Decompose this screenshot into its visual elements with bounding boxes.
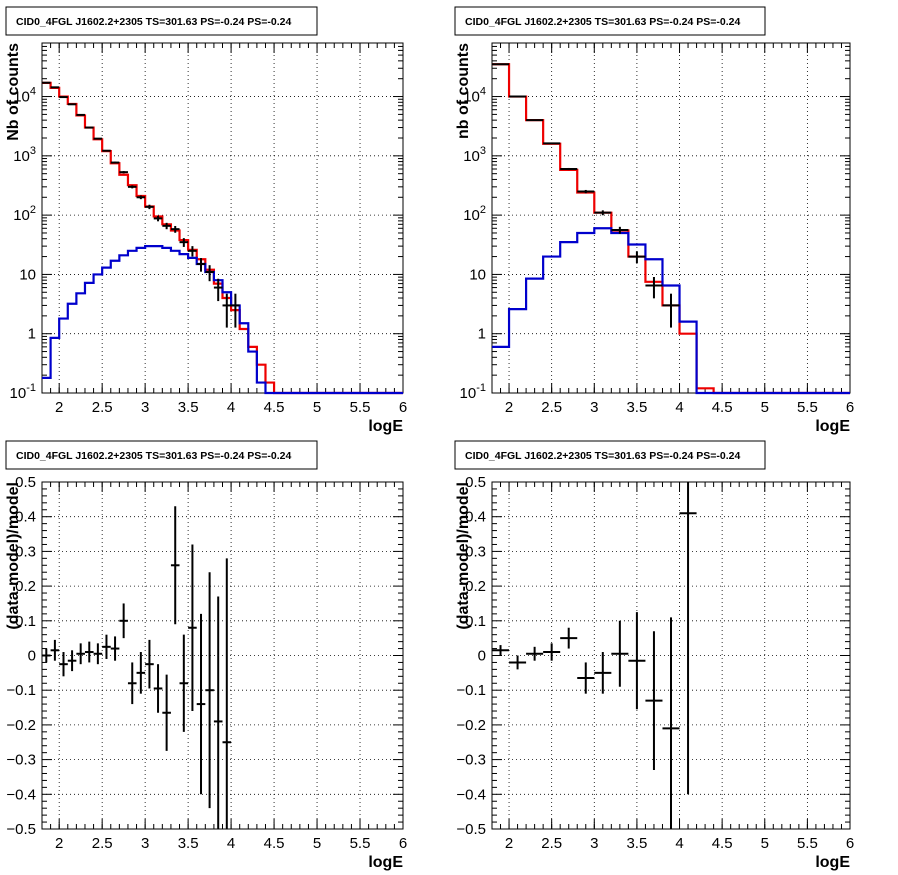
- plot-frame: [41, 42, 404, 394]
- x-axis-label: logE: [815, 418, 850, 435]
- y-tick-label: −0.3: [456, 752, 486, 769]
- y-tick-label: 102: [13, 204, 36, 224]
- chart-title: CID0_4FGL J1602.2+2305 TS=301.63 PS=-0.2…: [465, 16, 740, 28]
- y-tick-label: 10: [469, 266, 486, 283]
- x-tick-label: 4.5: [264, 399, 285, 416]
- x-tick-label: 2: [505, 399, 513, 416]
- x-tick-label: 3.5: [626, 399, 647, 416]
- y-tick-label: 104: [463, 86, 486, 106]
- y-axis-label: (data-model)/model: [455, 482, 472, 630]
- x-tick-label: 5.5: [797, 835, 818, 852]
- y-axis-label: (data-model)/model: [5, 482, 22, 630]
- y-tick-label: −0.5: [456, 821, 486, 838]
- x-tick-label: 5: [761, 399, 769, 416]
- y-tick-label: 0.4: [465, 509, 486, 526]
- title-box: [454, 6, 766, 36]
- x-tick-label: 5: [761, 835, 769, 852]
- x-tick-label: 6: [846, 835, 854, 852]
- histogram-series-2: [42, 245, 403, 395]
- x-tick-label: 4: [675, 835, 683, 852]
- y-tick-label: 1: [28, 326, 36, 343]
- y-tick-label: 0.3: [465, 543, 486, 560]
- y-axis-label: Nb of counts: [5, 43, 22, 141]
- chart-title: CID0_4FGL J1602.2+2305 TS=301.63 PS=-0.2…: [465, 450, 740, 462]
- x-tick-label: 6: [399, 399, 407, 416]
- chart-panel-1: 2 2.5 3 3.5 4 4.5 5 5.5 6 10-1 1 10 102 103 104 logE Nb …: [5, 6, 407, 435]
- x-tick-label: 2: [55, 835, 63, 852]
- y-tick-label: −0.5: [6, 821, 36, 838]
- x-tick-label: 3: [590, 399, 598, 416]
- y-tick-label: 0: [478, 648, 486, 665]
- y-tick-label: −0.4: [6, 786, 36, 803]
- y-tick-label: −0.4: [456, 786, 486, 803]
- x-tick-label: 3: [590, 835, 598, 852]
- x-tick-label: 4: [227, 399, 235, 416]
- y-tick-label: 0: [28, 648, 36, 665]
- x-axis-label: logE: [815, 854, 850, 871]
- y-tick-label: −0.1: [6, 682, 36, 699]
- y-tick-label: 0.5: [15, 474, 36, 491]
- y-axis-label: nb of counts: [455, 43, 472, 139]
- chart-panel-2: 2 2.5 3 3.5 4 4.5 5 5.5 6 10-1 1 10 102 103 104 logE nb …: [454, 6, 854, 435]
- x-tick-label: 3: [141, 399, 149, 416]
- y-tick-label: 0.2: [465, 578, 486, 595]
- title-box: [5, 440, 318, 470]
- x-tick-label: 2.5: [92, 835, 113, 852]
- x-tick-label: 2.5: [92, 399, 113, 416]
- y-tick-label: 1: [478, 326, 486, 343]
- chart-panel-4: 2 2.5 3 3.5 4 4.5 5 5.5 6 −0.5 −0.4 −0.3 −0.2 −0.1 0 0.…: [454, 440, 854, 871]
- y-tick-label: 0.1: [15, 613, 36, 630]
- x-tick-label: 4: [227, 835, 235, 852]
- y-tick-label: 10-1: [460, 382, 486, 402]
- chart-panel-3: 2 2.5 3 3.5 4 4.5 5 5.5 6 −0.5 −0.4 −0.3 −0.2 −0.1 0 0.…: [5, 440, 407, 871]
- x-tick-label: 3.5: [626, 835, 647, 852]
- y-tick-label: 10: [19, 266, 36, 283]
- x-tick-label: 4: [675, 399, 683, 416]
- y-tick-label: −0.3: [6, 752, 36, 769]
- x-tick-label: 5: [313, 835, 321, 852]
- y-tick-label: 0.3: [15, 543, 36, 560]
- y-tick-label: 102: [463, 204, 486, 224]
- x-tick-label: 6: [399, 835, 407, 852]
- y-tick-label: 0.1: [465, 613, 486, 630]
- x-tick-label: 4.5: [712, 399, 733, 416]
- x-tick-label: 2.5: [541, 835, 562, 852]
- x-tick-label: 2: [505, 835, 513, 852]
- x-axis-label: logE: [368, 418, 403, 435]
- y-tick-label: 103: [463, 145, 486, 165]
- x-tick-label: 3.5: [178, 399, 199, 416]
- x-tick-label: 5.5: [350, 835, 371, 852]
- y-tick-label: 0.5: [465, 474, 486, 491]
- x-tick-label: 3.5: [178, 835, 199, 852]
- plot-frame: [491, 42, 851, 394]
- x-tick-label: 2: [55, 399, 63, 416]
- title-box: [5, 6, 318, 36]
- histogram-series-2: [492, 227, 850, 395]
- chart-title: CID0_4FGL J1602.2+2305 TS=301.63 PS=-0.2…: [16, 450, 291, 462]
- x-tick-label: 3: [141, 835, 149, 852]
- y-tick-label: 103: [13, 145, 36, 165]
- x-tick-label: 5.5: [797, 399, 818, 416]
- x-tick-label: 4.5: [264, 835, 285, 852]
- x-tick-label: 5: [313, 399, 321, 416]
- y-tick-label: 0.4: [15, 509, 36, 526]
- x-tick-label: 5.5: [350, 399, 371, 416]
- y-tick-label: −0.2: [6, 717, 36, 734]
- x-axis-label: logE: [368, 854, 403, 871]
- y-tick-label: 0.2: [15, 578, 36, 595]
- title-box: [454, 440, 766, 470]
- chart-title: CID0_4FGL J1602.2+2305 TS=301.63 PS=-0.2…: [16, 16, 291, 28]
- x-tick-label: 2.5: [541, 399, 562, 416]
- y-tick-label: 104: [13, 86, 36, 106]
- y-tick-label: 10-1: [10, 382, 36, 402]
- y-tick-label: −0.2: [456, 717, 486, 734]
- y-tick-label: −0.1: [456, 682, 486, 699]
- x-tick-label: 6: [846, 399, 854, 416]
- x-tick-label: 4.5: [712, 835, 733, 852]
